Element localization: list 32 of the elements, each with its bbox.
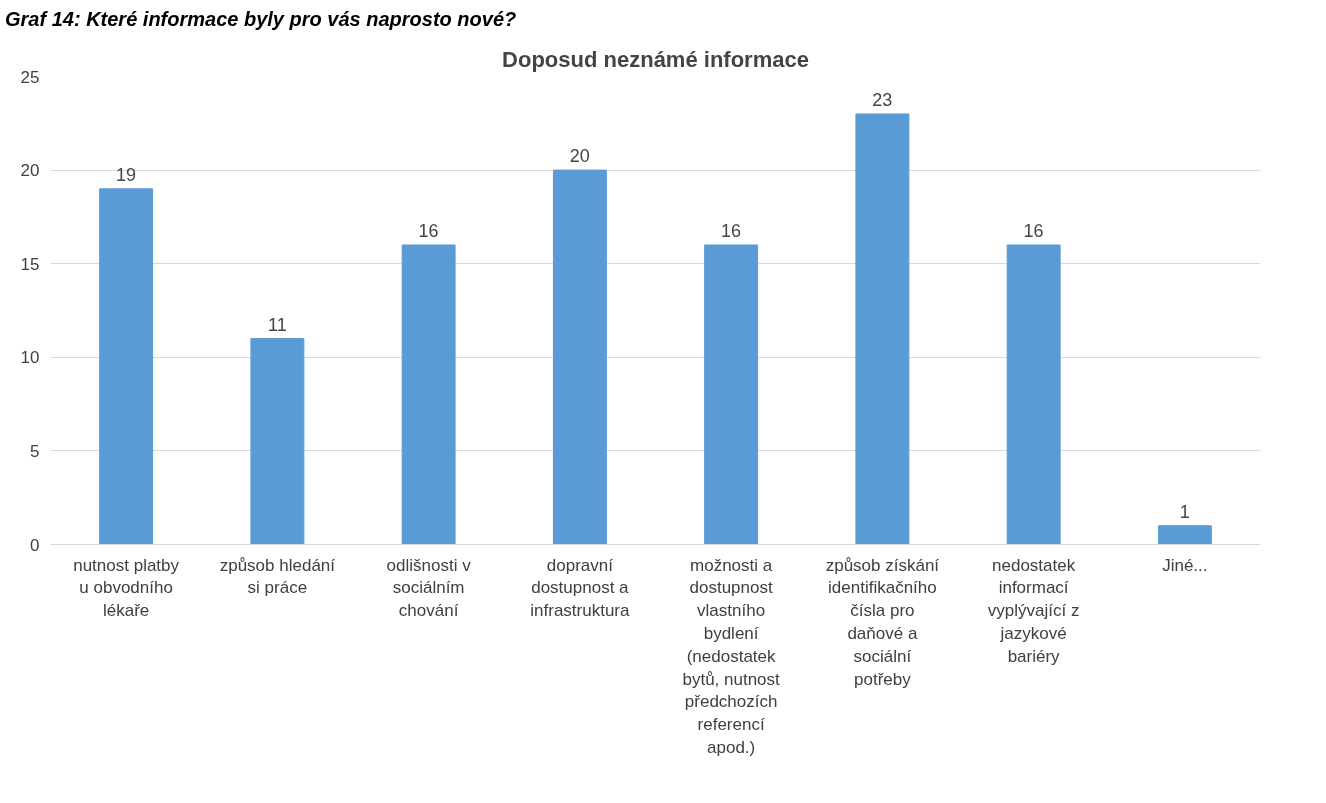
x-tick-label: nedostatek informací vyplývající z jazykové bariéry [987,555,1080,666]
chart-title: Doposud neznámé informace [502,46,809,72]
y-tick-label: 20 [20,160,40,180]
bar [401,244,456,545]
data-label: 1 [1179,501,1190,522]
bar [1157,524,1212,545]
x-tick-label: způsob získání identifikačního čísla pro daňové a sociální potřeby [825,555,940,689]
x-tick-label: Jiné... [1162,555,1208,575]
data-label: 16 [1023,220,1044,241]
data-label: 19 [116,164,137,185]
y-tick-label: 25 [20,67,40,87]
text: Graf 14: Které informace byly pro vás naprosto nové? [5,7,517,32]
data-label: 23 [872,89,893,110]
bar [704,244,759,545]
bar [552,169,607,545]
bar [855,113,910,545]
x-tick-label: nutnost platby u obvodního lékaře [73,555,180,620]
y-tick-label: 15 [20,254,40,274]
bar [250,337,305,545]
data-label: 16 [721,220,742,241]
bar [99,187,154,545]
bar [1006,244,1061,545]
x-tick-label: dopravní dostupnost a infrastruktura [530,555,631,620]
data-label: 11 [268,314,287,335]
x-tick-label: odlišnosti v sociálním chování [386,555,472,620]
data-label: 20 [569,145,590,166]
x-tick-label: způsob hledání si práce [219,555,336,597]
y-tick-label: 5 [30,441,40,461]
y-tick-label: 0 [30,535,40,555]
y-tick-label: 10 [20,347,40,367]
data-label: 16 [418,220,439,241]
category-label: možnosti a dostupnost vlastního bydlení (nedostatek bytů, nutnost předchozích referencí apod.) [682,555,780,757]
